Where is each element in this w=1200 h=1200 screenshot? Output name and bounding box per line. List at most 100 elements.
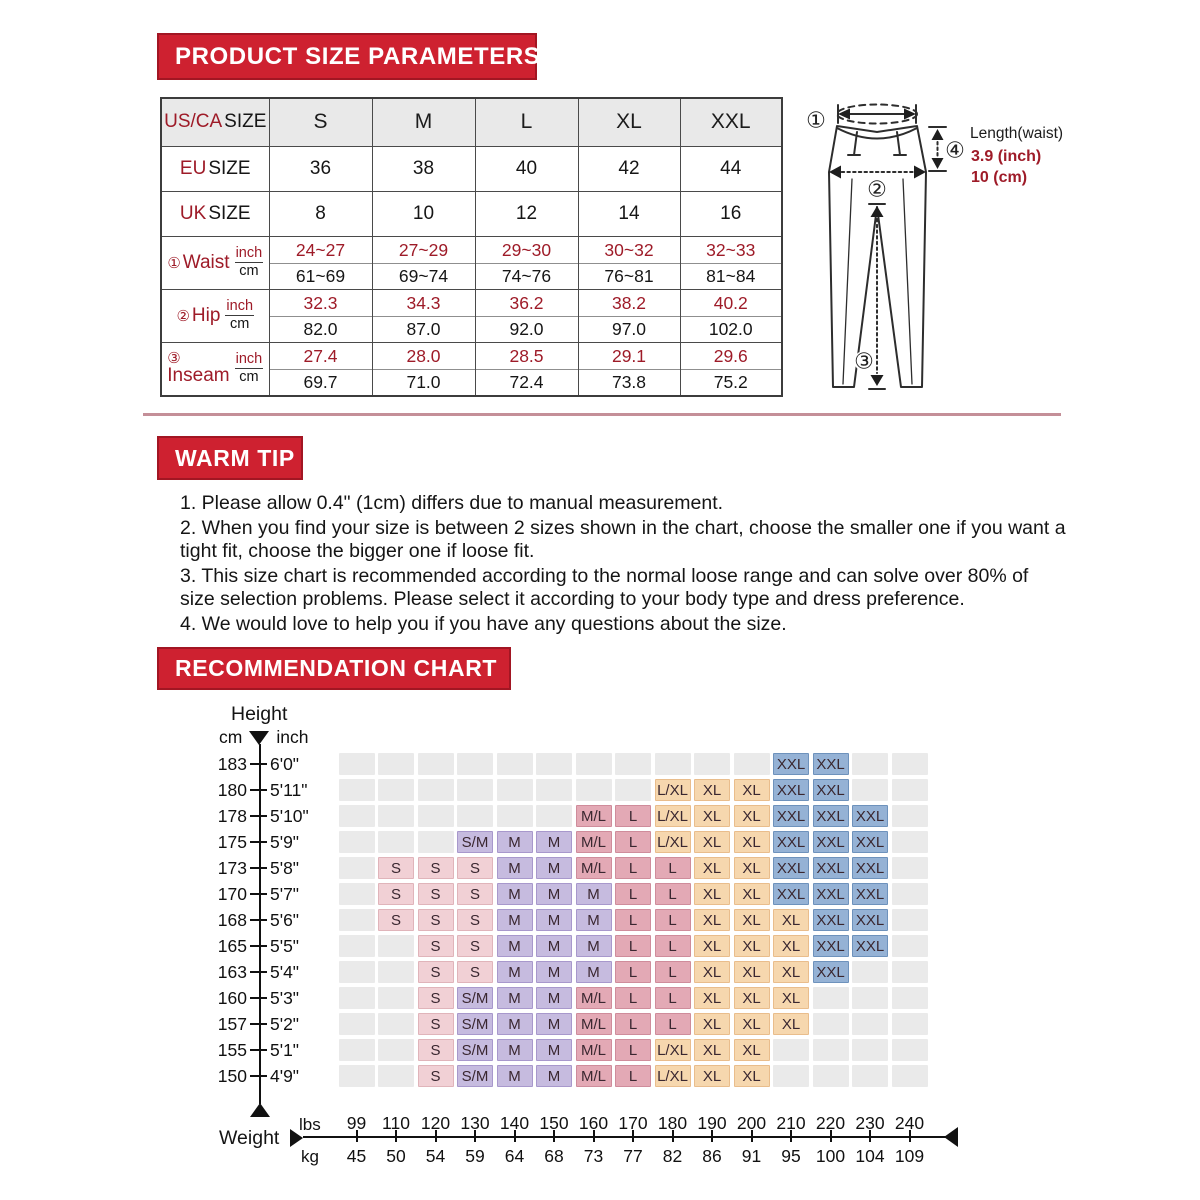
grid-cell-size: S xyxy=(457,935,493,957)
grid-cell-empty xyxy=(891,909,928,931)
grid-cell-empty xyxy=(536,779,572,801)
size-value-pair-cell: 36.2 92.0 xyxy=(474,288,579,343)
belt-darts xyxy=(847,131,907,156)
section-title-text: RECOMMENDATION CHART xyxy=(175,655,498,681)
grid-cell-empty xyxy=(891,1065,928,1087)
up-arrow-icon xyxy=(250,1103,270,1117)
height-axis-tick xyxy=(250,867,267,869)
weight-kg-value: 86 xyxy=(702,1146,722,1166)
grid-cell-size: XXL xyxy=(812,909,849,931)
grid-cell-size: XL xyxy=(733,1013,770,1035)
weight-kg-value: 59 xyxy=(465,1146,485,1166)
grid-cell-size: L xyxy=(654,935,691,957)
grid-cell-size: XL xyxy=(694,1065,730,1087)
weight-lbs-value: 190 xyxy=(697,1113,727,1133)
grid-cell-size: L xyxy=(615,831,651,853)
grid-cell-size: M xyxy=(536,961,572,983)
weight-lbs-value: 99 xyxy=(346,1113,367,1133)
grid-cell-size: M xyxy=(496,1013,533,1035)
grid-cell-size: XXL xyxy=(852,909,888,931)
grid-cell-size: S xyxy=(417,1065,454,1087)
size-table-row: ① Waist inch cm 24~27 61~69 27~29 69~74 29~30 74~… xyxy=(160,235,783,290)
grid-cell-size: L xyxy=(654,987,691,1009)
grid-cell-size: S/M xyxy=(457,1013,493,1035)
size-value-pair-cell: 27.4 69.7 xyxy=(268,341,373,396)
weight-lbs-value: 210 xyxy=(776,1113,806,1133)
grid-cell-size: L xyxy=(615,857,651,879)
grid-cell-empty xyxy=(338,1039,375,1061)
marker-1-icon: ① xyxy=(806,108,826,133)
size-value-cell: 14 xyxy=(577,190,681,237)
grid-cell-empty xyxy=(773,1065,809,1087)
size-table-corner-cell: US/CA SIZE xyxy=(160,97,270,147)
size-value-cell: 38 xyxy=(371,145,476,192)
size-value-cell: 16 xyxy=(679,190,783,237)
grid-cell-size: L xyxy=(615,961,651,983)
grid-cell-empty xyxy=(891,831,928,853)
grid-cell-empty xyxy=(338,987,375,1009)
grid-cell-empty xyxy=(417,805,454,827)
grid-cell-size: XXL xyxy=(852,883,888,905)
grid-cell-empty xyxy=(338,935,375,957)
grid-cell-empty xyxy=(654,753,691,775)
grid-cell-empty xyxy=(891,805,928,827)
weight-axis-tick xyxy=(474,1130,476,1142)
height-inch-label: 5'8" xyxy=(270,858,300,878)
size-value-pair-cell: 40.2 102.0 xyxy=(679,288,783,343)
grid-cell-size: XXL xyxy=(812,961,849,983)
grid-cell-size: M xyxy=(575,909,612,931)
grid-cell-size: S/M xyxy=(457,987,493,1009)
marker-4-icon: ④ xyxy=(945,138,965,163)
pants-measurement-diagram: ① ② ③ ④ Length(waist) 3.9 (inch) 10 (cm) xyxy=(806,103,1063,390)
size-value-pair-cell: 29.6 75.2 xyxy=(679,341,783,396)
grid-cell-empty xyxy=(852,779,888,801)
grid-cell-empty xyxy=(812,1065,849,1087)
height-axis-tick xyxy=(250,893,267,895)
grid-cell-size: S xyxy=(378,857,414,879)
grid-cell-size: XL xyxy=(733,935,770,957)
size-value-cell: 40 xyxy=(474,145,579,192)
height-inch-label: 5'10" xyxy=(270,806,309,826)
grid-cell-size: S xyxy=(417,987,454,1009)
grid-cell-size: M xyxy=(575,935,612,957)
height-inch-label: 5'5" xyxy=(270,936,300,956)
height-inch-label: 5'3" xyxy=(270,988,300,1008)
section-title-product-size: PRODUCT SIZE PARAMETERS xyxy=(157,33,540,80)
marker-backgrounds xyxy=(806,110,965,371)
grid-cell-size: XL xyxy=(733,857,770,879)
grid-cell-size: XXL xyxy=(852,935,888,957)
grid-cell-empty xyxy=(615,753,651,775)
weight-lbs-value: 220 xyxy=(815,1113,846,1133)
size-value-cell: 42 xyxy=(577,145,681,192)
size-table-row: ③ Inseam inch cm 27.4 69.7 28.0 71.0 28.5 72.4 29.… xyxy=(160,341,783,396)
size-value-pair-cell: 28.5 72.4 xyxy=(474,341,579,396)
grid-cell-empty xyxy=(891,779,928,801)
size-value-cell: 8 xyxy=(268,190,373,237)
weight-axis-tick xyxy=(355,1130,358,1142)
height-cm-label: 173 xyxy=(217,858,247,878)
warm-tip-item: 4. We would love to help you if you have… xyxy=(180,612,787,635)
grid-cell-size: XL xyxy=(694,1013,730,1035)
grid-cell-empty xyxy=(378,779,414,801)
grid-cell-empty xyxy=(891,1013,928,1035)
height-axis-tick xyxy=(250,1049,267,1051)
size-row-label: ③ Inseam inch cm xyxy=(160,341,270,396)
grid-cell-empty xyxy=(891,987,928,1009)
grid-cell-empty xyxy=(417,779,454,801)
size-value-pair-cell: 27~29 69~74 xyxy=(371,235,476,290)
grid-cell-size: S xyxy=(417,1039,454,1061)
height-axis-tick xyxy=(250,763,267,765)
weight-axis-tick xyxy=(632,1130,634,1142)
size-value-pair-cell: 34.3 87.0 xyxy=(371,288,476,343)
grid-cell-size: S xyxy=(378,909,414,931)
height-inch-label: 6'0" xyxy=(270,754,300,774)
grid-cell-empty xyxy=(852,961,888,983)
grid-cell-size: S/M xyxy=(457,1065,493,1087)
grid-cell-empty xyxy=(891,935,928,957)
height-axis-tick xyxy=(250,841,267,843)
size-value-pair-cell: 30~32 76~81 xyxy=(577,235,681,290)
weight-lbs-value: 200 xyxy=(736,1113,767,1133)
height-axis-tick xyxy=(250,1023,267,1025)
crease-lines xyxy=(842,178,913,385)
grid-cell-size: S/M xyxy=(457,1039,493,1061)
